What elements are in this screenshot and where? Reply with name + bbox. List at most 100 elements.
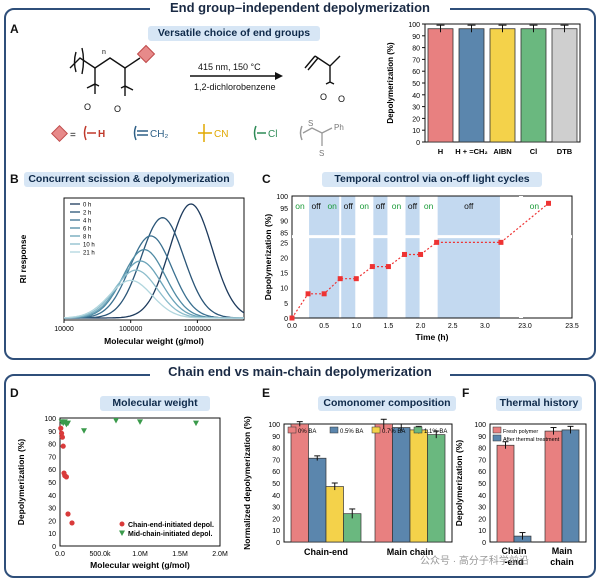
legend-label: Fresh polymer xyxy=(503,429,538,435)
y-tick-label: 80 xyxy=(478,446,486,453)
x-tick-label: 2.5 xyxy=(448,323,458,330)
state-label-off: off xyxy=(464,201,474,211)
pill-a: Versatile choice of end groups xyxy=(148,26,320,41)
state-label-off: off xyxy=(311,201,321,211)
legend-label: 6 h xyxy=(83,227,91,233)
legend-swatch xyxy=(413,426,423,434)
axis-frame xyxy=(59,417,221,547)
bar xyxy=(544,430,563,543)
top-section-title: End group–independent depolymerization xyxy=(150,0,450,15)
state-label-on: on xyxy=(327,201,337,211)
reaction-condition-1: 415 nm, 150 °C xyxy=(198,62,261,72)
data-point xyxy=(546,200,551,206)
y-tick-label: 60 xyxy=(478,469,486,476)
gpc-curve xyxy=(64,235,244,319)
y-axis-label: RI response xyxy=(18,234,28,283)
svg-text:O: O xyxy=(338,94,345,104)
dtb-s-top: S xyxy=(308,119,313,128)
gpc-curve xyxy=(63,279,244,319)
polymer-structure xyxy=(69,47,141,96)
data-point xyxy=(402,251,407,257)
legend-diamond xyxy=(51,125,68,142)
x-tick-label: 1.0M xyxy=(132,551,148,558)
dtb-ph: Ph xyxy=(334,123,344,132)
end-group-ch2: CH₂ xyxy=(150,129,168,140)
data-point xyxy=(321,291,327,297)
state-label-on: on xyxy=(360,201,370,211)
y-tick-label: 40 xyxy=(48,493,56,500)
x-tick-label: 10000 xyxy=(54,326,74,333)
y-tick-label: 40 xyxy=(478,493,486,500)
y-tick-label: 20 xyxy=(412,116,420,123)
legend-label: Chain-end-initiated depol. xyxy=(128,522,214,529)
x-tick-label: H + =CH₂ xyxy=(455,147,488,156)
x-axis-label: Time (h) xyxy=(416,332,449,342)
y-tick-label: 95 xyxy=(280,206,288,213)
y-tick-label: 70 xyxy=(412,57,420,64)
y-tick-label: 90 xyxy=(280,218,288,225)
y-tick-label: 50 xyxy=(412,81,420,88)
monomer-structure xyxy=(304,55,341,85)
data-point-mid-chain xyxy=(65,420,71,427)
x-axis-label: Molecular weight (g/mol) xyxy=(90,560,190,570)
x-tick-label: 100000 xyxy=(119,326,142,333)
y-tick-label: 20 xyxy=(280,255,288,262)
chart-e: 0 10 20 30 40 50 60 70 80 90 100 0% BA 0.5% BA 0.7% B… xyxy=(242,416,453,557)
data-point-chain-end xyxy=(65,511,71,517)
x-tick-label: AIBN xyxy=(493,147,511,156)
data-point-mid-chain xyxy=(81,428,87,434)
y-tick-label: 10 xyxy=(48,531,56,538)
end-group-equals: = xyxy=(70,130,76,141)
axis-frame xyxy=(63,197,245,321)
state-label-off: off xyxy=(344,201,354,211)
y-tick-label: 100 xyxy=(474,422,486,429)
data-point xyxy=(337,276,343,282)
bar xyxy=(325,486,344,543)
end-group-diamond xyxy=(136,44,156,64)
y-tick-label: 10 xyxy=(280,286,288,293)
legend-swatch xyxy=(329,426,339,434)
bar xyxy=(427,434,446,543)
y-tick-label: 90 xyxy=(48,429,56,436)
y-tick-label: 90 xyxy=(478,434,486,441)
x-tick-label: 23.0 xyxy=(518,323,532,330)
watermark: 公众号 · 高分子科学前沿 xyxy=(420,556,529,567)
data-point-chain-end xyxy=(58,425,64,431)
end-group-cl: Cl xyxy=(268,129,277,140)
y-tick-label: 70 xyxy=(272,457,280,464)
y-tick-label: 10 xyxy=(272,528,280,535)
axis-frame xyxy=(489,423,587,543)
svg-text:O: O xyxy=(114,104,121,114)
y-axis-label: Depolymerization (%) xyxy=(386,42,395,124)
panel-letter-a: A xyxy=(10,22,19,36)
y-tick-label: 60 xyxy=(48,467,56,474)
data-point xyxy=(353,276,359,282)
y-tick-label: 90 xyxy=(272,434,280,441)
y-axis-label: Depolymerization (%) xyxy=(454,440,464,527)
y-tick-label: 0 xyxy=(276,540,280,547)
x-tick-label: 500.0k xyxy=(89,551,111,558)
legend-swatch xyxy=(287,426,297,434)
x-tick-label: Chain xyxy=(501,546,526,556)
data-point xyxy=(369,264,375,270)
x-tick-label: 1.5 xyxy=(384,323,394,330)
y-tick-label: 80 xyxy=(272,446,280,453)
legend-marker xyxy=(119,521,125,527)
bar xyxy=(561,429,580,543)
x-tick-label: 2.0 xyxy=(416,323,426,330)
x-tick-label: Main xyxy=(552,546,573,556)
x-tick-label: 0.0 xyxy=(55,551,65,558)
x-tick-label: Chain-end xyxy=(304,547,348,557)
y-tick-label: 50 xyxy=(272,481,280,488)
x-tick-label: -end xyxy=(505,557,524,567)
end-group-cn: CN xyxy=(214,129,228,140)
y-tick-label: 25 xyxy=(280,240,288,247)
reaction-condition-2: 1,2-dichlorobenzene xyxy=(194,82,276,92)
legend-label: 8 h xyxy=(83,235,91,241)
y-tick-label: 100 xyxy=(276,194,288,201)
state-label-off: off xyxy=(408,201,418,211)
pill-c: Temporal control via on-off light cycles xyxy=(322,172,542,187)
y-tick-label: 70 xyxy=(478,457,486,464)
axis-frame xyxy=(291,195,573,319)
legend-label: 10 h xyxy=(83,243,95,249)
